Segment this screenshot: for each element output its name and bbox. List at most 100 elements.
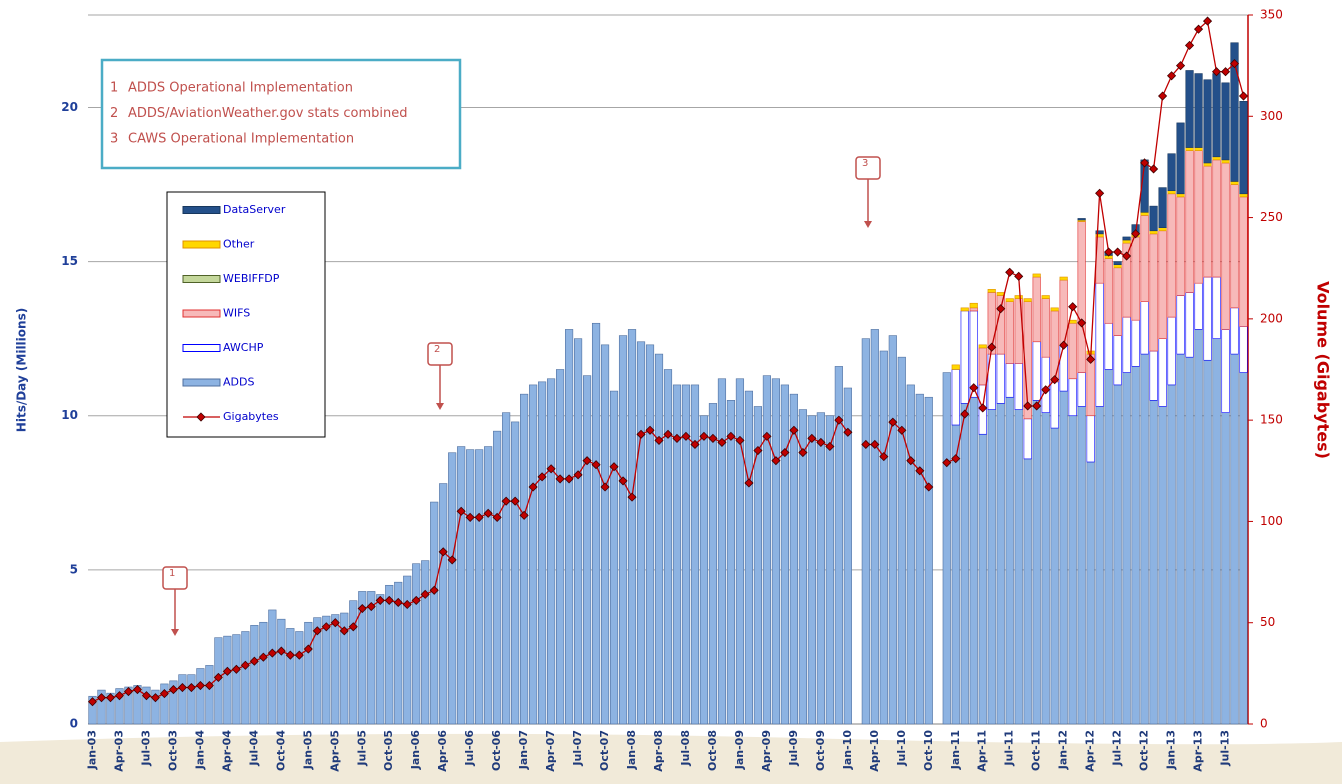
line-marker bbox=[573, 470, 583, 480]
line-marker bbox=[222, 666, 232, 676]
bar-segment bbox=[717, 378, 727, 725]
bar-segment bbox=[1005, 298, 1014, 302]
bar-segment bbox=[915, 393, 924, 725]
bar-segment bbox=[1194, 150, 1203, 284]
line-marker bbox=[771, 456, 781, 466]
bar-segment bbox=[951, 364, 960, 370]
bar-segment bbox=[1005, 301, 1014, 364]
bar-segment bbox=[493, 430, 502, 725]
bar-segment bbox=[223, 635, 232, 725]
line-marker bbox=[1131, 229, 1141, 239]
legend-label: WIFS bbox=[223, 307, 250, 320]
bar-segment bbox=[1041, 298, 1050, 358]
bar-segment bbox=[1239, 326, 1248, 373]
legend-label: Gigabytes bbox=[223, 410, 279, 423]
line-marker bbox=[429, 585, 439, 595]
bar-segment bbox=[1212, 276, 1221, 339]
line-marker bbox=[681, 431, 691, 441]
line-marker bbox=[987, 342, 997, 352]
x-tick-label: Jul-10 bbox=[895, 730, 908, 767]
bar-segment bbox=[1221, 82, 1230, 161]
line-marker bbox=[186, 682, 196, 693]
bar-segment bbox=[1203, 165, 1212, 278]
legend-swatch bbox=[182, 344, 221, 352]
bar-segment bbox=[690, 384, 700, 725]
bar-segment bbox=[97, 689, 106, 725]
x-tick-label: Oct-05 bbox=[382, 730, 395, 771]
bar-segment bbox=[1149, 230, 1158, 235]
bar-segment bbox=[1167, 316, 1176, 386]
x-tick-label: Jul-07 bbox=[571, 730, 584, 767]
bar-segment bbox=[1032, 276, 1041, 343]
bar-segment bbox=[654, 353, 664, 725]
bar-segment bbox=[1158, 227, 1167, 232]
bar-segment bbox=[1239, 193, 1248, 198]
line-marker bbox=[132, 684, 143, 695]
bar-segment bbox=[1095, 230, 1104, 235]
bar-segment bbox=[969, 307, 978, 312]
x-tick-label: Oct-10 bbox=[922, 730, 935, 771]
line-marker bbox=[762, 431, 772, 441]
bar-segment bbox=[960, 403, 969, 725]
x-tick-label: Jul-13 bbox=[1219, 730, 1232, 767]
line-marker bbox=[978, 403, 988, 413]
bar-segment bbox=[996, 403, 1005, 725]
bar-segment bbox=[1086, 415, 1095, 463]
bar-segment bbox=[1113, 267, 1122, 336]
bar-segment bbox=[825, 415, 834, 725]
bar-segment bbox=[385, 584, 394, 725]
line-marker bbox=[735, 435, 745, 445]
bar-segment bbox=[969, 302, 978, 309]
x-tick-label: Jan-08 bbox=[625, 730, 638, 770]
bar-segment bbox=[565, 329, 574, 725]
bar-segment bbox=[1149, 205, 1158, 232]
x-tick-label: Jan-04 bbox=[193, 730, 206, 771]
bar-segment bbox=[1176, 295, 1185, 355]
line-marker bbox=[690, 439, 700, 450]
bar-segment bbox=[681, 384, 691, 725]
bar-segment bbox=[286, 628, 295, 725]
bar-segment bbox=[475, 449, 484, 725]
annotation-text: CAWS Operational Implementation bbox=[128, 132, 354, 147]
line-marker bbox=[1238, 91, 1249, 101]
y2-tick-label: 300 bbox=[1260, 109, 1283, 123]
line-marker bbox=[672, 433, 682, 443]
line-marker bbox=[492, 512, 502, 522]
bar-segment bbox=[1185, 292, 1194, 358]
line-marker bbox=[420, 589, 430, 599]
bar-segment bbox=[241, 631, 250, 725]
bar-segment bbox=[663, 369, 673, 725]
legend-label: Other bbox=[223, 238, 255, 251]
bar-segment bbox=[924, 396, 933, 725]
legend-label: WEBIFFDP bbox=[223, 272, 280, 285]
line-marker bbox=[258, 652, 268, 662]
bar-segment bbox=[1131, 366, 1140, 725]
bar-segment bbox=[1122, 316, 1131, 373]
line-marker bbox=[537, 472, 547, 482]
bar-segment bbox=[1032, 273, 1041, 278]
bar-segment bbox=[538, 381, 547, 725]
x-tick-label: Jul-11 bbox=[1003, 730, 1016, 767]
bar-segment bbox=[1077, 221, 1086, 373]
bar-segment bbox=[1140, 215, 1149, 302]
x-tick-label: Apr-10 bbox=[868, 730, 881, 772]
line-marker bbox=[447, 555, 457, 565]
bar-segment bbox=[1113, 384, 1122, 725]
bar-segment bbox=[160, 683, 169, 725]
bar-segment bbox=[1113, 335, 1122, 386]
bar-segment bbox=[169, 680, 178, 725]
line-marker bbox=[564, 474, 574, 484]
line-marker bbox=[483, 508, 493, 518]
bar-segment bbox=[547, 378, 556, 725]
x-tick-label: Apr-05 bbox=[328, 730, 341, 772]
x-tick-label: Apr-09 bbox=[760, 730, 773, 772]
x-tick-label: Apr-06 bbox=[436, 730, 449, 772]
line-marker bbox=[1041, 385, 1051, 395]
line-marker bbox=[699, 431, 709, 441]
event-arrowhead bbox=[171, 629, 179, 636]
line-marker bbox=[798, 447, 808, 458]
line-marker bbox=[1167, 71, 1177, 81]
y2-tick-label: 250 bbox=[1260, 210, 1283, 224]
bar-segment bbox=[1221, 329, 1230, 413]
x-tick-label: Apr-03 bbox=[112, 730, 125, 772]
